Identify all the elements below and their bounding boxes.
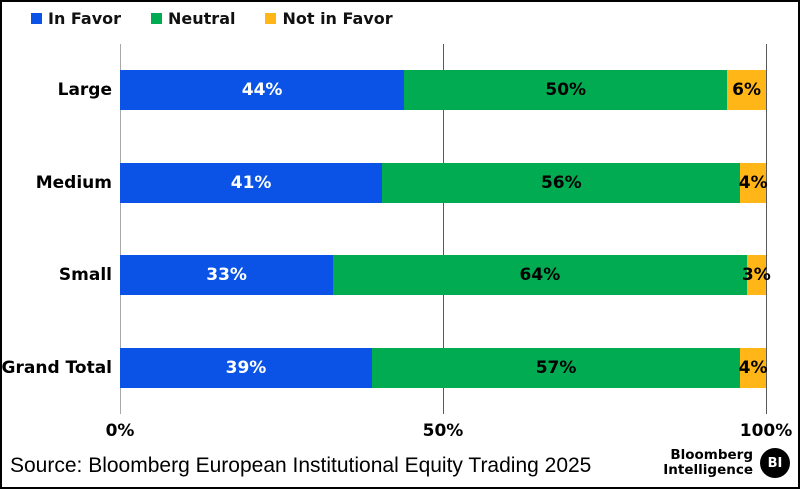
stacked-bar-medium: 41% 56% 4% bbox=[120, 162, 768, 203]
gridline-0- bbox=[119, 44, 121, 414]
logo-line1: Bloomberg bbox=[670, 447, 753, 463]
category-label: Grand Total bbox=[1, 357, 112, 378]
legend-label: Not in Favor bbox=[282, 9, 393, 28]
stacked-bar-grand-total: 39% 57% 4% bbox=[120, 347, 768, 388]
bar-segment-neutral: 64% bbox=[333, 255, 747, 295]
x-tick-50-: 50% bbox=[422, 421, 464, 441]
legend-swatch-icon bbox=[265, 13, 277, 24]
chart-row-large: Large 44% 50% 6% bbox=[58, 44, 766, 137]
chart-row-medium: Medium 41% 56% 4% bbox=[36, 137, 768, 230]
legend-item-not-in-favor: Not in Favor bbox=[265, 9, 393, 28]
bar-segment-in-favor: 44% bbox=[120, 70, 405, 110]
legend-swatch-icon bbox=[31, 13, 42, 24]
bi-badge-icon: BI bbox=[760, 448, 790, 478]
gridline-50- bbox=[442, 44, 444, 414]
legend-label: In Favor bbox=[48, 9, 122, 28]
legend-label: Neutral bbox=[168, 9, 236, 28]
legend-item-neutral: Neutral bbox=[151, 9, 235, 28]
source-text: Source: Bloomberg European Institutional… bbox=[10, 454, 592, 477]
bar-segment-neutral: 50% bbox=[404, 70, 728, 110]
bar-segment-neutral: 56% bbox=[382, 162, 741, 203]
bloomberg-intelligence-logo: Bloomberg Intelligence BI bbox=[663, 448, 790, 478]
chart-row-small: Small 33% 64% 3% bbox=[59, 229, 771, 322]
bar-segment-in-favor: 41% bbox=[120, 162, 383, 203]
gridline-100- bbox=[765, 44, 767, 414]
bar-segment-not-in-favor: 4% bbox=[739, 347, 768, 388]
bar-segment-not-in-favor: 3% bbox=[742, 255, 771, 295]
legend-item-in-favor: In Favor bbox=[31, 9, 121, 28]
logo-line2: Intelligence bbox=[663, 462, 753, 478]
legend: In Favor Neutral Not in Favor bbox=[31, 9, 393, 28]
category-label: Small bbox=[58, 265, 112, 285]
legend-swatch-icon bbox=[151, 13, 163, 24]
stacked-bar-small: 33% 64% 3% bbox=[120, 255, 771, 295]
bar-segment-neutral: 57% bbox=[371, 347, 741, 388]
x-tick-100-: 100% bbox=[739, 421, 793, 441]
bar-segment-not-in-favor: 6% bbox=[727, 70, 766, 110]
x-tick-0-: 0% bbox=[105, 421, 135, 441]
logo-text: Bloomberg Intelligence bbox=[663, 448, 753, 478]
chart-row-grand-total: Grand Total 39% 57% 4% bbox=[2, 322, 768, 415]
category-label: Medium bbox=[35, 172, 112, 193]
plot-area: 0% 50% 100% Large 44% 50% 6% Medium 41% 56% 4% Smal… bbox=[2, 44, 792, 441]
category-label: Large bbox=[57, 80, 112, 100]
bar-segment-not-in-favor: 4% bbox=[739, 162, 768, 203]
bar-segment-in-favor: 33% bbox=[120, 255, 334, 295]
bar-segment-in-favor: 39% bbox=[120, 347, 372, 388]
stacked-bar-large: 44% 50% 6% bbox=[120, 70, 766, 110]
